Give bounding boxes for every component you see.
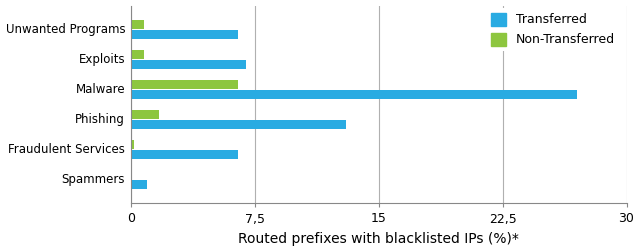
Bar	[131, 120, 346, 130]
Bar	[131, 20, 144, 29]
Bar	[131, 90, 577, 100]
Bar	[131, 180, 147, 190]
Bar	[131, 60, 246, 70]
Bar	[131, 150, 238, 160]
Bar	[131, 110, 159, 119]
Bar	[131, 140, 134, 149]
Bar	[131, 170, 132, 179]
Bar	[131, 50, 144, 59]
Bar	[131, 80, 238, 89]
Legend: Transferred, Non-Transferred: Transferred, Non-Transferred	[486, 8, 620, 51]
X-axis label: Routed prefixes with blacklisted IPs (%)*: Routed prefixes with blacklisted IPs (%)…	[238, 232, 519, 246]
Bar	[131, 30, 238, 40]
